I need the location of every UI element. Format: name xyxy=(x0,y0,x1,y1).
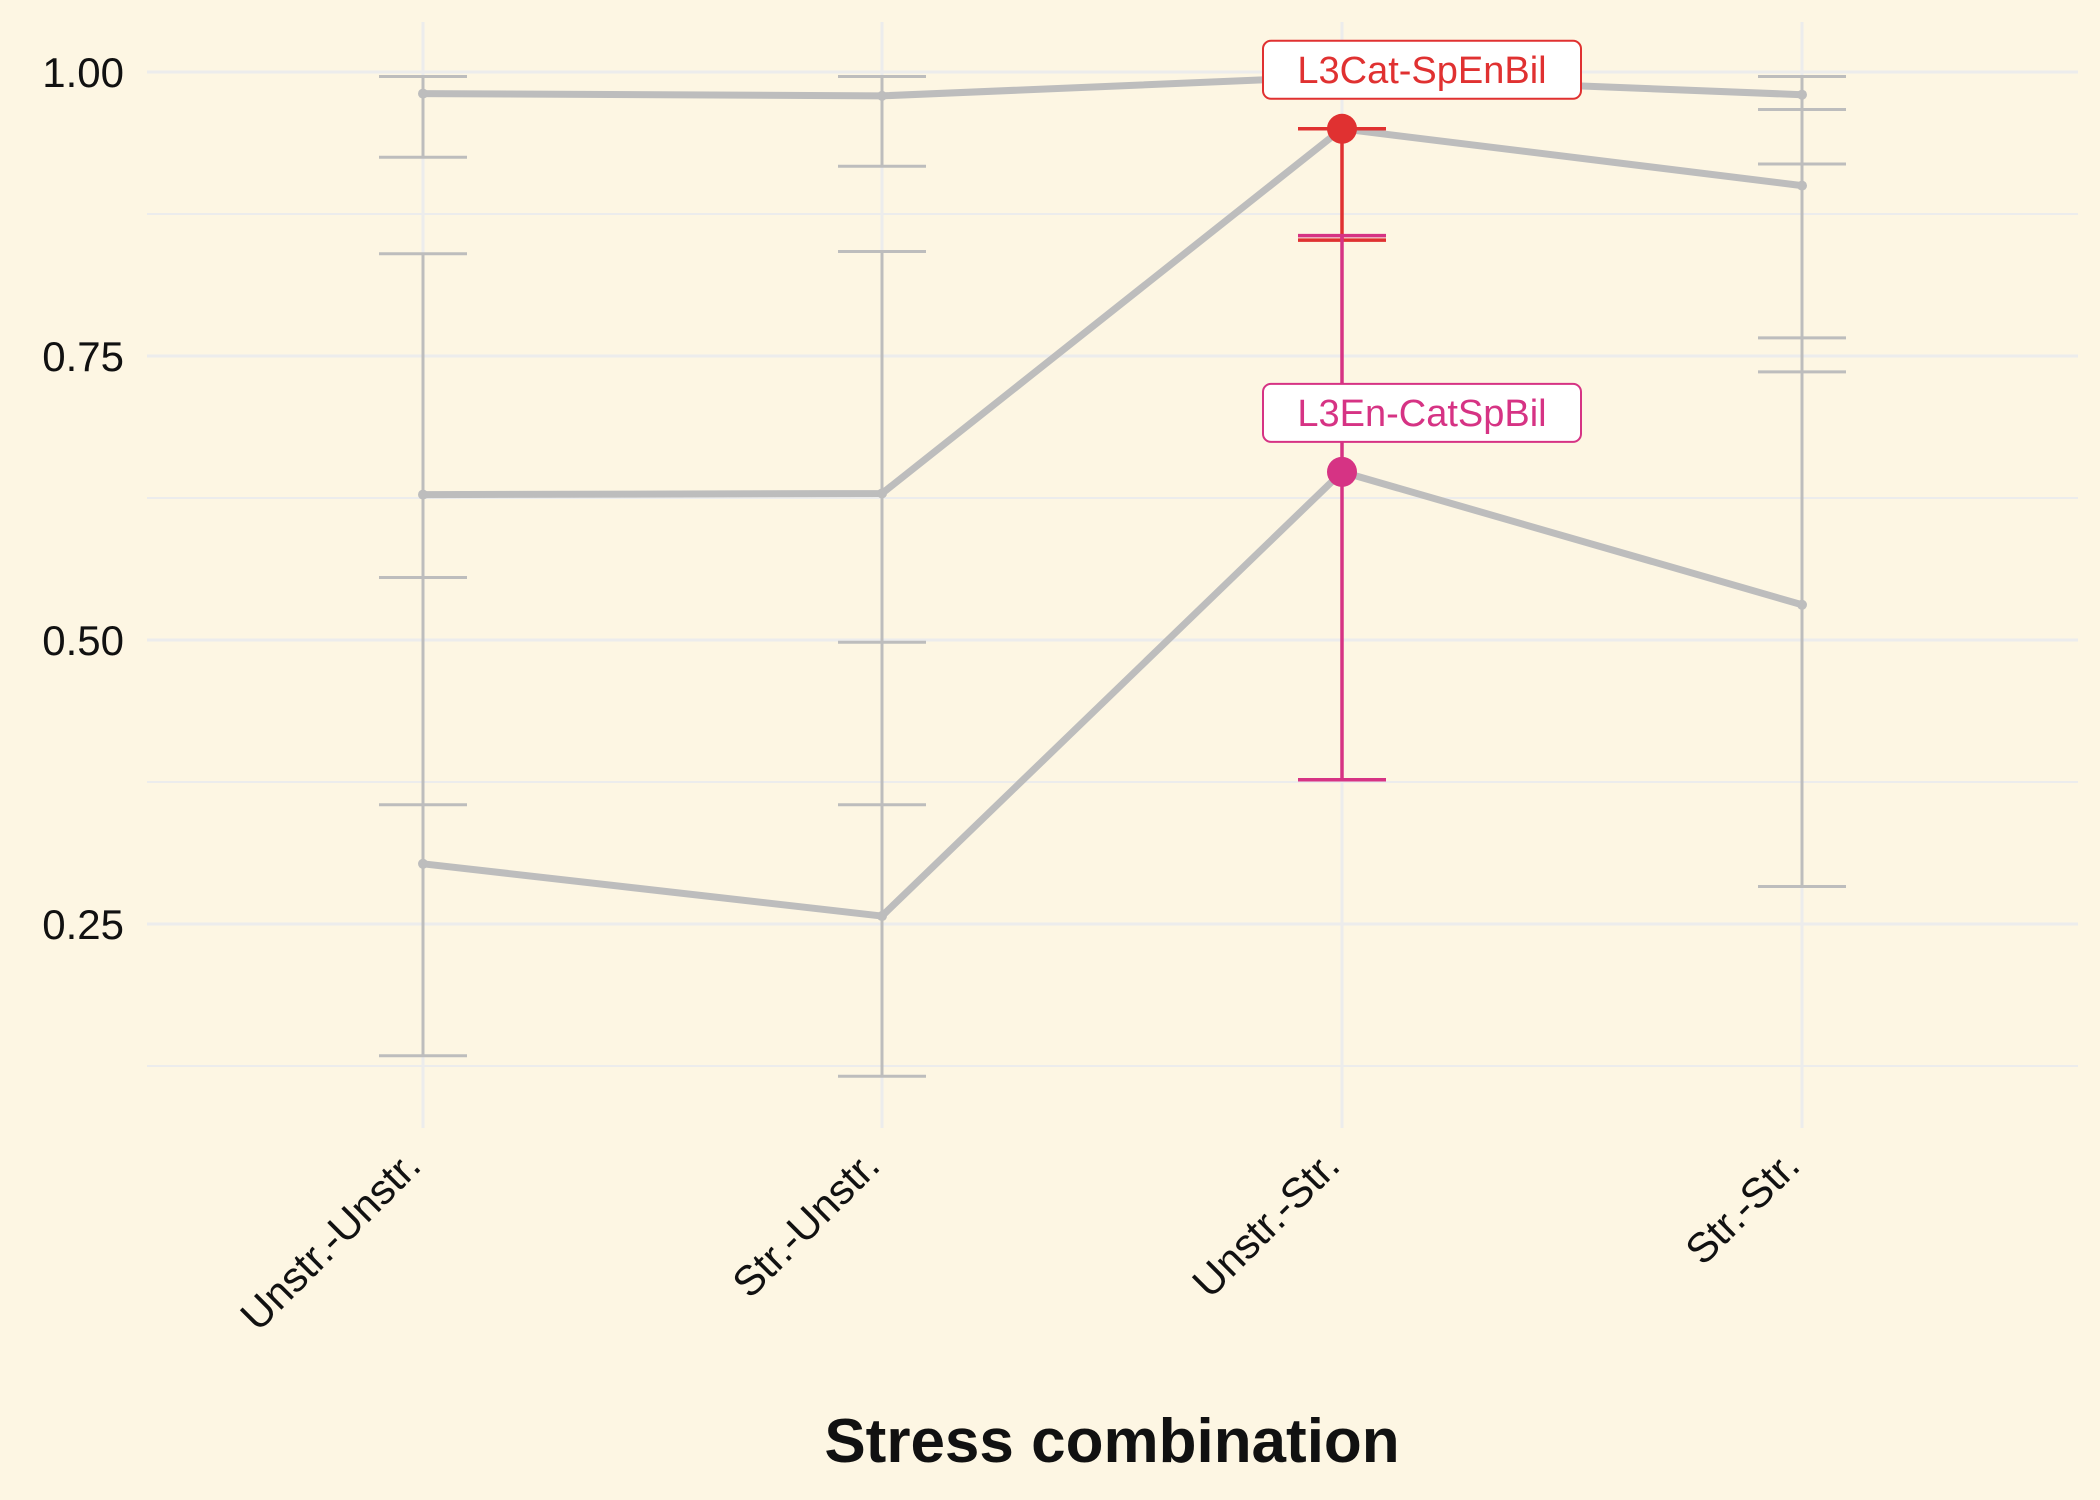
data-point xyxy=(418,88,428,99)
highlight-point xyxy=(1327,456,1357,487)
data-point xyxy=(877,911,887,922)
data-point xyxy=(1797,180,1807,191)
highlight-point xyxy=(1327,113,1357,144)
data-point xyxy=(877,90,887,101)
highlight-series-layer: L3Cat-SpEnBil L3En-CatSpBil xyxy=(1262,39,1582,782)
highlight-label: L3Cat-SpEnBil xyxy=(1262,39,1582,100)
series-line xyxy=(419,468,1806,920)
highlight-label: L3En-CatSpBil xyxy=(1262,382,1582,443)
data-point xyxy=(1797,89,1807,100)
x-axis-title: Stress combination xyxy=(824,1407,1399,1476)
y-tick-label: 0.50 xyxy=(42,617,124,664)
y-tick-label: 0.25 xyxy=(42,901,124,948)
data-point xyxy=(877,488,887,499)
highlight-label-box xyxy=(1262,39,1582,100)
y-tick-label: 0.75 xyxy=(42,333,124,380)
highlight-label-text: L3Cat-SpEnBil xyxy=(1297,50,1546,92)
data-point xyxy=(418,489,428,500)
series-line xyxy=(419,125,1806,499)
highlight-label-text: L3En-CatSpBil xyxy=(1297,393,1546,435)
highlight-label-box xyxy=(1262,382,1582,443)
data-point xyxy=(1797,599,1807,610)
y-tick-label: 1.00 xyxy=(42,49,124,96)
data-point xyxy=(418,858,428,869)
